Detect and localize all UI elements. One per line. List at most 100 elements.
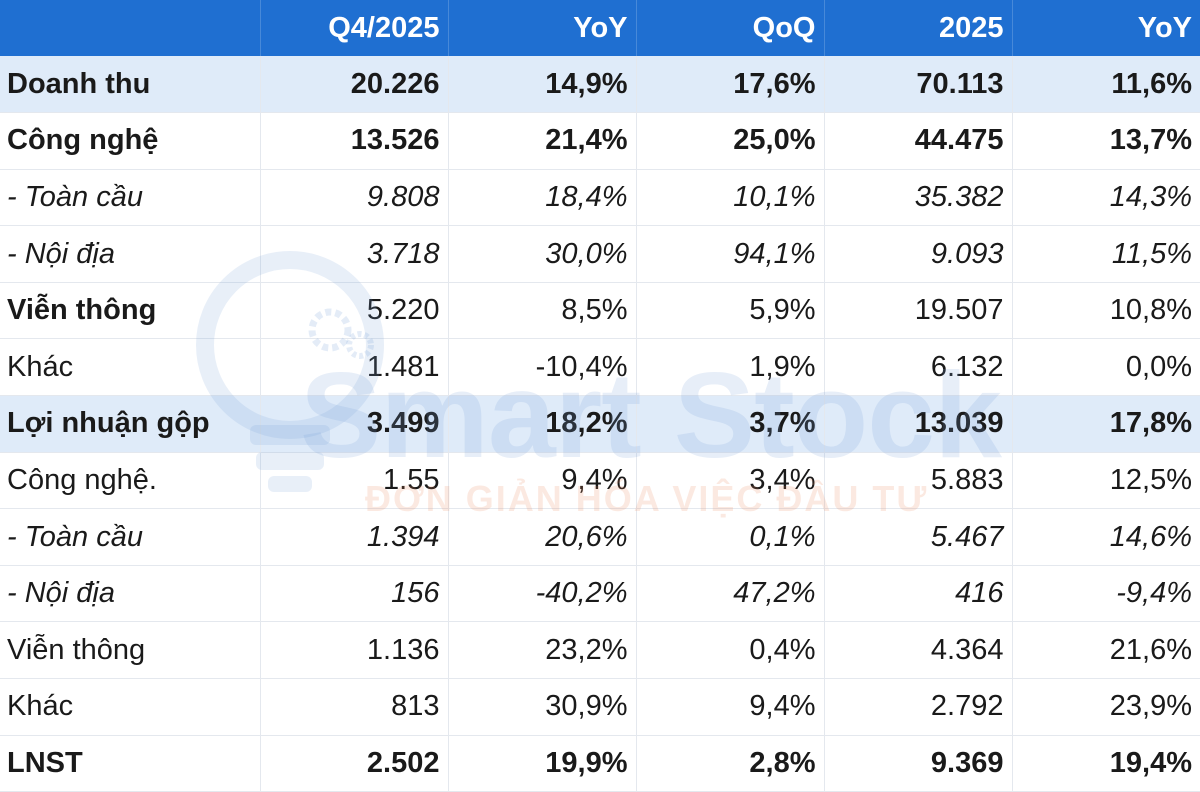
row-label-cell: - Toàn cầu: [0, 169, 261, 227]
yoy-quarter-value-cell: 21,4%: [448, 112, 637, 170]
table-row: Viễn thông 1.136 23,2% 0,4% 4.364 21,6%: [0, 621, 1200, 680]
yoy-quarter-value-cell: -10,4%: [448, 338, 637, 397]
header-row: Q4/2025 YoY QoQ 2025 YoY: [0, 0, 1200, 56]
table-row: Công nghệ. 1.55 9,4% 3,4% 5.883 12,5%: [0, 452, 1200, 510]
yoy-quarter-value-cell: 14,9%: [448, 56, 637, 114]
q4-2025-value-cell: 2.502: [260, 735, 449, 792]
yoy-quarter-value-cell: 19,9%: [448, 735, 637, 792]
table-row: - Toàn cầu 1.394 20,6% 0,1% 5.467 14,6%: [0, 508, 1200, 566]
table-row: Doanh thu 20.226 14,9% 17,6% 70.113 11,6%: [0, 56, 1200, 114]
header-yoy-year: YoY: [1137, 11, 1192, 44]
yoy-quarter-value-cell: 18,4%: [448, 169, 637, 227]
year-2025-value-cell: 19.507: [824, 282, 1013, 340]
q4-2025-value-cell: 1.136: [260, 621, 449, 680]
header-label-cell: [0, 0, 261, 56]
year-2025-value-cell: 4.364: [824, 621, 1013, 680]
yoy-year-value-cell: 11,5%: [1012, 225, 1200, 283]
yoy-quarter-value-cell: 20,6%: [448, 508, 637, 566]
table-row: Viễn thông 5.220 8,5% 5,9% 19.507 10,8%: [0, 282, 1200, 340]
row-label-cell: Công nghệ: [0, 112, 261, 170]
qoq-value-cell: 0,1%: [636, 508, 825, 566]
qoq-value-cell: 10,1%: [636, 169, 825, 227]
q4-2025-value-cell: 1.481: [260, 338, 449, 397]
header-q4-2025: Q4/2025: [260, 0, 449, 56]
table-row: Công nghệ 13.526 21,4% 25,0% 44.475 13,7%: [0, 112, 1200, 170]
qoq-value-cell: 9,4%: [636, 678, 825, 736]
yoy-year-value-cell: 21,6%: [1012, 621, 1200, 680]
row-label-cell: Viễn thông: [0, 282, 261, 340]
yoy-quarter-value-cell: 23,2%: [448, 621, 637, 680]
qoq-value-cell: 17,6%: [636, 56, 825, 114]
year-2025-value-cell: 9.369: [824, 735, 1013, 792]
yoy-year-value-cell: 12,5%: [1012, 452, 1200, 510]
table-row: - Nội địa 156 -40,2% 47,2% 416 -9,4%: [0, 565, 1200, 623]
qoq-value-cell: 3,7%: [636, 395, 825, 453]
table-header: Q4/2025 YoY QoQ 2025 YoY: [0, 0, 1200, 56]
year-2025-value-cell: 35.382: [824, 169, 1013, 227]
row-label-cell: - Nội địa: [0, 565, 261, 623]
yoy-quarter-value-cell: 18,2%: [448, 395, 637, 453]
row-label-cell: - Toàn cầu: [0, 508, 261, 566]
q4-2025-value-cell: 1.394: [260, 508, 449, 566]
row-label-cell: Doanh thu: [0, 56, 261, 114]
yoy-year-value-cell: 14,6%: [1012, 508, 1200, 566]
header-2025: 2025: [824, 0, 1013, 56]
yoy-quarter-value-cell: 8,5%: [448, 282, 637, 340]
qoq-value-cell: 0,4%: [636, 621, 825, 680]
qoq-value-cell: 1,9%: [636, 338, 825, 397]
table-row: Khác 813 30,9% 9,4% 2.792 23,9%: [0, 678, 1200, 736]
q4-2025-value-cell: 1.55: [260, 452, 449, 510]
qoq-value-cell: 25,0%: [636, 112, 825, 170]
row-label-cell: Khác: [0, 338, 261, 397]
year-2025-value-cell: 5.883: [824, 452, 1013, 510]
table-row: - Toàn cầu 9.808 18,4% 10,1% 35.382 14,3%: [0, 169, 1200, 227]
q4-2025-value-cell: 3.718: [260, 225, 449, 283]
year-2025-value-cell: 44.475: [824, 112, 1013, 170]
row-label-cell: Viễn thông: [0, 621, 261, 680]
header-yoy-quarter: YoY: [448, 0, 637, 56]
year-2025-value-cell: 9.093: [824, 225, 1013, 283]
yoy-year-value-cell: -9,4%: [1012, 565, 1200, 623]
qoq-value-cell: 94,1%: [636, 225, 825, 283]
row-label-cell: Công nghệ.: [0, 452, 261, 510]
qoq-value-cell: 47,2%: [636, 565, 825, 623]
q4-2025-value-cell: 5.220: [260, 282, 449, 340]
table-row: LNST 2.502 19,9% 2,8% 9.369 19,4%: [0, 735, 1200, 792]
yoy-quarter-value-cell: -40,2%: [448, 565, 637, 623]
year-2025-value-cell: 5.467: [824, 508, 1013, 566]
q4-2025-value-cell: 156: [260, 565, 449, 623]
q4-2025-value-cell: 3.499: [260, 395, 449, 453]
q4-2025-value-cell: 813: [260, 678, 449, 736]
table-row: Lợi nhuận gộp 3.499 18,2% 3,7% 13.039 17,8%: [0, 395, 1200, 453]
row-label-cell: - Nội địa: [0, 225, 261, 283]
q4-2025-value-cell: 20.226: [260, 56, 449, 114]
yoy-quarter-value-cell: 9,4%: [448, 452, 637, 510]
table-body: Doanh thu 20.226 14,9% 17,6% 70.113 11,6% Công…: [0, 56, 1200, 792]
year-2025-value-cell: 416: [824, 565, 1013, 623]
header-qoq: QoQ: [636, 0, 825, 56]
qoq-value-cell: 3,4%: [636, 452, 825, 510]
table-row: Khác 1.481 -10,4% 1,9% 6.132 0,0%: [0, 338, 1200, 397]
qoq-value-cell: 2,8%: [636, 735, 825, 792]
year-2025-value-cell: 13.039: [824, 395, 1013, 453]
yoy-year-value-cell: 19,4%: [1012, 735, 1200, 792]
yoy-year-value-cell: 11,6%: [1012, 56, 1200, 114]
yoy-quarter-value-cell: 30,0%: [448, 225, 637, 283]
yoy-quarter-value-cell: 30,9%: [448, 678, 637, 736]
year-2025-value-cell: 70.113: [824, 56, 1013, 114]
qoq-value-cell: 5,9%: [636, 282, 825, 340]
yoy-year-value-cell: 14,3%: [1012, 169, 1200, 227]
year-2025-value-cell: 2.792: [824, 678, 1013, 736]
yoy-year-value-cell: 17,8%: [1012, 395, 1200, 453]
row-label-cell: LNST: [0, 735, 261, 792]
row-label-cell: Khác: [0, 678, 261, 736]
yoy-year-value-cell: 0,0%: [1012, 338, 1200, 397]
yoy-year-value-cell: 23,9%: [1012, 678, 1200, 736]
table-row: - Nội địa 3.718 30,0% 94,1% 9.093 11,5%: [0, 225, 1200, 283]
q4-2025-value-cell: 9.808: [260, 169, 449, 227]
year-2025-value-cell: 6.132: [824, 338, 1013, 397]
q4-2025-value-cell: 13.526: [260, 112, 449, 170]
yoy-year-value-cell: 13,7%: [1012, 112, 1200, 170]
yoy-year-value-cell: 10,8%: [1012, 282, 1200, 340]
